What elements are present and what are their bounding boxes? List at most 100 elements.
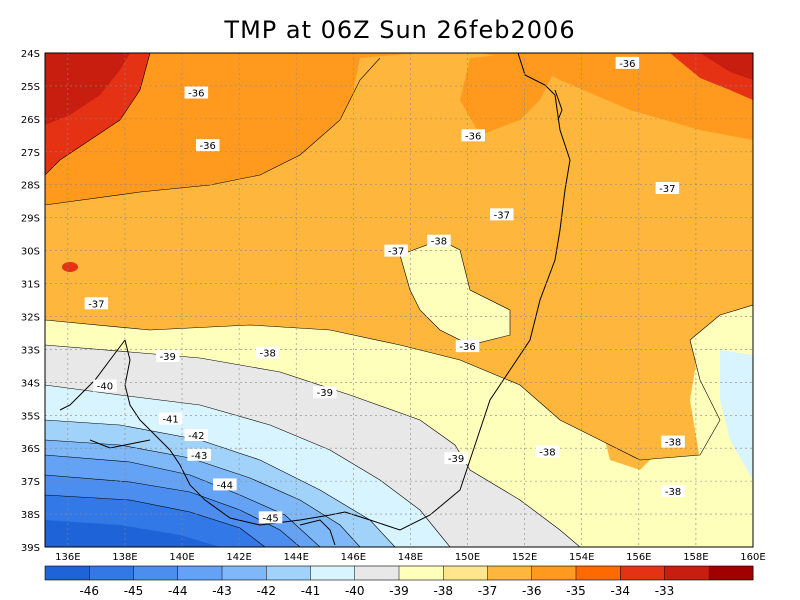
colorbar-swatch (531, 566, 577, 580)
svg-text:-37: -37 (659, 184, 675, 195)
svg-text:-37: -37 (388, 247, 404, 258)
lat-tick-label: 25S (21, 82, 40, 93)
colorbar-label: -46 (79, 584, 99, 598)
svg-text:-42: -42 (188, 431, 204, 442)
colorbar-label: -40 (345, 584, 365, 598)
band-darkred-nw (45, 53, 130, 125)
colorbar-swatch (133, 566, 179, 580)
coastline (59, 53, 571, 546)
lon-tick-label: 136E (55, 552, 80, 563)
contour-label: -39 (444, 452, 468, 465)
band-yellow-tongue (400, 240, 510, 345)
svg-text:-36: -36 (188, 89, 204, 100)
temperature-field (45, 53, 753, 547)
colorbar-label: -37 (478, 584, 498, 598)
lon-tick-label: 148E (398, 552, 423, 563)
colorbar-label: -38 (433, 584, 453, 598)
lon-tick-label: 158E (683, 552, 708, 563)
lat-tick-label: 33S (21, 345, 40, 356)
lat-tick-label: 27S (21, 148, 40, 159)
contour-label: -39 (313, 386, 337, 399)
colorbar-swatch (45, 566, 90, 580)
lat-tick-labels: 24S 25S 26S 27S 28S 29S 30S 31S 32S 33S 34S 35S 36S 3… (21, 49, 40, 554)
colorbar-label: -34 (610, 584, 630, 598)
gridlines (45, 53, 753, 547)
lat-tick-label: 38S (21, 510, 40, 521)
colorbar-swatch (576, 566, 621, 580)
colorbar-label: -39 (389, 584, 409, 598)
colorbar-swatch (399, 566, 444, 580)
contour-label: -37 (384, 244, 408, 258)
band-orange-inner (320, 53, 753, 320)
contour-label: -36 (184, 86, 209, 100)
svg-text:-38: -38 (665, 487, 681, 498)
lon-tick-label: 140E (169, 552, 194, 563)
lon-tick-labels: 136E 138E 140E 142E 144E 146E 148E 150E 152E 154E… (55, 552, 766, 563)
svg-text:-41: -41 (162, 415, 178, 426)
contour-label: -45 (258, 511, 283, 524)
colorbar-label: -44 (168, 584, 188, 598)
colorbar-label: -36 (522, 584, 542, 598)
lon-tick-label: 146E (341, 552, 366, 563)
colorbar: -46 -45 -44 -43 -42 -41 -40 -39 -38 -37 -36 -35 -34 -… (44, 565, 754, 598)
svg-text:-39: -39 (160, 352, 176, 363)
plot-frame (44, 52, 754, 548)
svg-text:-39: -39 (317, 388, 333, 399)
contour-label: -38 (427, 234, 451, 248)
lat-tick-label: 26S (21, 115, 40, 126)
colorbar-swatch (266, 566, 311, 580)
colorbar-swatch (620, 566, 665, 580)
svg-text:-38: -38 (260, 349, 276, 360)
svg-text:-43: -43 (191, 451, 207, 462)
svg-text:-38: -38 (431, 237, 447, 248)
lon-tick-label: 160E (740, 552, 765, 563)
lon-tick-label: 156E (626, 552, 651, 563)
band-red-blob (62, 262, 78, 272)
svg-text:-37: -37 (494, 210, 510, 221)
svg-text:-36: -36 (465, 131, 481, 142)
svg-text:-36: -36 (459, 342, 475, 353)
contour-label: -38 (535, 445, 560, 458)
colorbar-label: -45 (124, 584, 144, 598)
lat-tick-label: 37S (21, 477, 40, 488)
colorbar-swatch (443, 566, 488, 580)
lat-tick-label: 36S (21, 444, 40, 455)
contour-label: -36 (461, 129, 485, 142)
lat-tick-label: 32S (21, 312, 40, 323)
lon-tick-label: 142E (226, 552, 251, 563)
colorbar-label: -41 (301, 584, 321, 598)
svg-text:-40: -40 (97, 382, 113, 393)
contour-label: -38 (255, 346, 280, 360)
lon-tick-label: 138E (112, 552, 137, 563)
colorbar-label: -35 (566, 584, 586, 598)
lon-tick-label: 144E (284, 552, 309, 563)
band-orange-inset (600, 395, 660, 470)
svg-text:-38: -38 (539, 447, 555, 458)
contour-label: -40 (93, 379, 117, 393)
contour-labels: -36 -36 -36 -36 -37 -37 -37 -38 -37 -39 -38 -36 -40 -… (84, 56, 685, 524)
lat-tick-label: 24S (21, 49, 40, 60)
colorbar-swatch (664, 566, 710, 580)
colorbar-label: -42 (256, 584, 276, 598)
band-dark-orange-north (45, 53, 753, 205)
svg-text:-38: -38 (665, 438, 681, 449)
contour-label: -38 (661, 485, 685, 498)
contour-label: -42 (184, 429, 209, 442)
lon-tick-label: 150E (455, 552, 480, 563)
contour-label: -37 (84, 297, 109, 310)
svg-text:-36: -36 (619, 59, 635, 70)
contour-label: -36 (455, 340, 480, 353)
svg-text:-36: -36 (200, 141, 216, 152)
colorbar-swatch (89, 566, 134, 580)
band-46 (45, 520, 220, 547)
contour-label: -38 (661, 435, 685, 449)
map-title: TMP at 06Z Sun 26feb2006 (224, 16, 576, 44)
colorbar-swatch (708, 566, 754, 580)
lat-tick-label: 29S (21, 214, 40, 225)
lat-tick-label: 31S (21, 280, 40, 291)
contour-label: -37 (490, 208, 514, 221)
contour-label: -36 (615, 56, 640, 70)
colorbar-swatch (354, 566, 400, 580)
colorbar-swatch (177, 566, 223, 580)
